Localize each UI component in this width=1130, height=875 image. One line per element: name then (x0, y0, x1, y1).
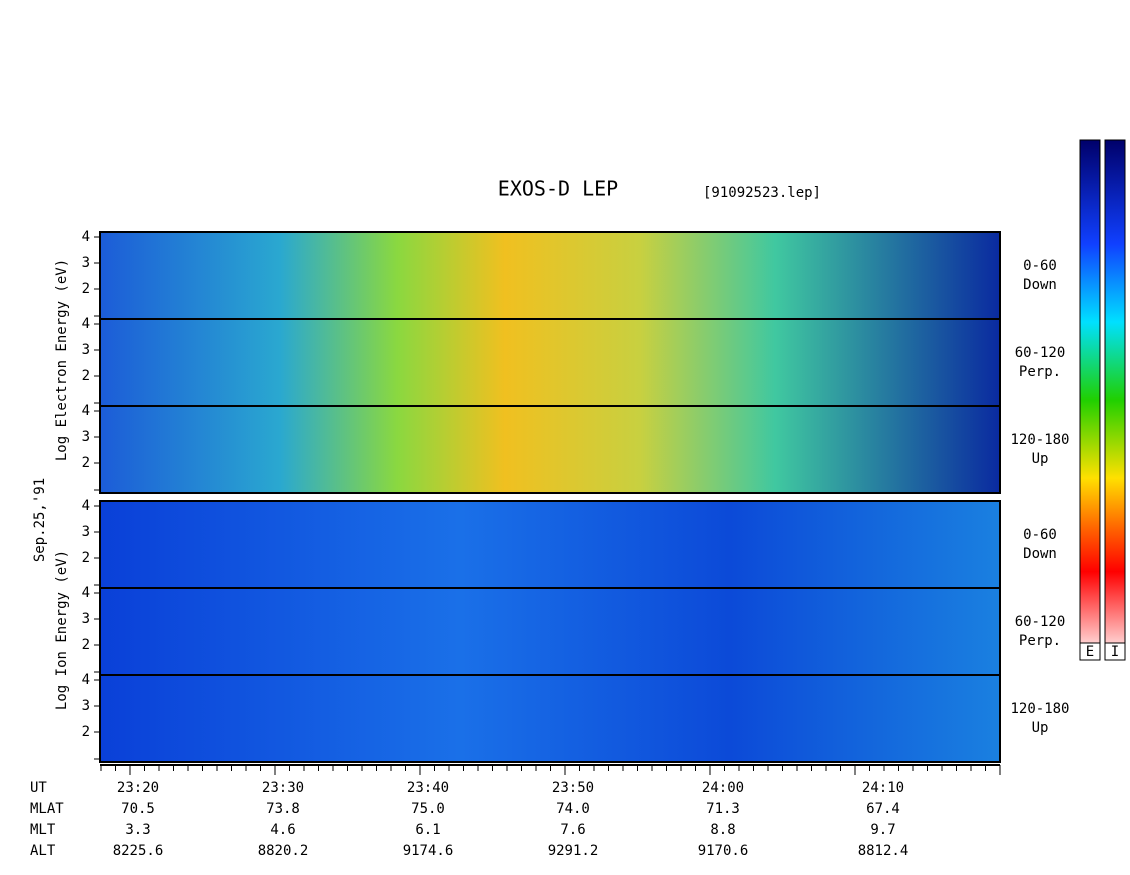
title: EXOS-D LEP (498, 177, 618, 201)
panel-label: 60-120 (1015, 345, 1066, 361)
date: Sep.25,'91 (32, 478, 48, 562)
cell: 23:30 (262, 780, 304, 796)
panel-label: 0-60 (1023, 258, 1057, 274)
cell: 75.0 (411, 801, 445, 817)
cell: 71.3 (706, 801, 740, 817)
cell: 9174.6 (403, 843, 454, 859)
y-tick-label: 3 (82, 611, 90, 627)
y-tick-label: 3 (82, 698, 90, 714)
cell: 67.4 (866, 801, 900, 817)
panel-label: 0-60 (1023, 527, 1057, 543)
y-tick-label: 3 (82, 255, 90, 271)
spectrogram (99, 405, 1001, 494)
colorbar (1079, 139, 1101, 661)
spectrogram (99, 587, 1001, 676)
panel-label: 120-180 (1010, 432, 1069, 448)
spectrogram (99, 500, 1001, 589)
colorbar-box (1079, 642, 1101, 661)
panel-label: 60-120 (1015, 614, 1066, 630)
colorbar-label: E (1086, 644, 1094, 660)
file-name: [91092523.lep] (703, 185, 821, 201)
panel-label: Down (1023, 546, 1057, 562)
colorbar-label: I (1111, 644, 1119, 660)
y-tick-label: 2 (82, 637, 90, 653)
colorbar (1104, 139, 1126, 661)
y-tick-label: 4 (82, 498, 90, 514)
axis-label: Log Electron Energy (eV) (54, 259, 70, 461)
cell: 8.8 (710, 822, 735, 838)
y-tick-label: 3 (82, 342, 90, 358)
row-label: MLT (30, 822, 56, 838)
y-tick-label: 4 (82, 403, 90, 419)
axis-label: Log Ion Energy (eV) (54, 550, 70, 710)
spectrogram (99, 318, 1001, 407)
cell: 9291.2 (548, 843, 599, 859)
cell: 6.1 (415, 822, 440, 838)
row-label: MLAT (30, 801, 64, 817)
y-tick-label: 4 (82, 585, 90, 601)
panel-label: Perp. (1019, 364, 1061, 380)
y-tick-label: 3 (82, 524, 90, 540)
cell: 23:20 (117, 780, 159, 796)
row-label: UT (30, 780, 47, 796)
y-tick-label: 2 (82, 550, 90, 566)
cell: 74.0 (556, 801, 590, 817)
cell: 23:40 (407, 780, 449, 796)
panel-label: Perp. (1019, 633, 1061, 649)
row-label: ALT (30, 843, 56, 859)
y-tick-label: 2 (82, 455, 90, 471)
cell: 73.8 (266, 801, 300, 817)
colorbar-box (1104, 642, 1126, 661)
cell: 8225.6 (113, 843, 164, 859)
panel-label: Up (1032, 720, 1049, 736)
y-tick-label: 3 (82, 429, 90, 445)
y-tick-label: 4 (82, 316, 90, 332)
spectrogram (99, 674, 1001, 763)
panel-label: Up (1032, 451, 1049, 467)
cell: 8820.2 (258, 843, 309, 859)
cell: 23:50 (552, 780, 594, 796)
cell: 4.6 (270, 822, 295, 838)
cell: 24:00 (702, 780, 744, 796)
cell: 3.3 (125, 822, 150, 838)
spectrogram (99, 231, 1001, 320)
y-tick-label: 2 (82, 281, 90, 297)
cell: 70.5 (121, 801, 155, 817)
cell: 24:10 (862, 780, 904, 796)
cell: 9170.6 (698, 843, 749, 859)
cell: 8812.4 (858, 843, 909, 859)
cell: 9.7 (870, 822, 895, 838)
panel-label: Down (1023, 277, 1057, 293)
y-tick-label: 2 (82, 724, 90, 740)
cell: 7.6 (560, 822, 585, 838)
y-tick-label: 4 (82, 229, 90, 245)
y-tick-label: 4 (82, 672, 90, 688)
panel-label: 120-180 (1010, 701, 1069, 717)
y-tick-label: 2 (82, 368, 90, 384)
